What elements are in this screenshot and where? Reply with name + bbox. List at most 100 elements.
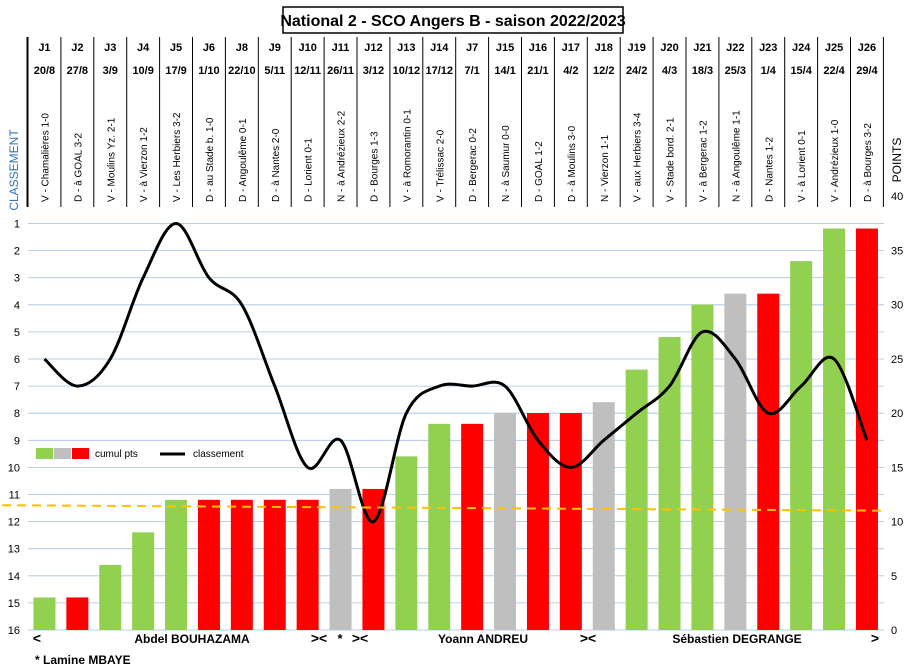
date-label: 4/3 [662,65,677,77]
left-tick-label: 7 [14,381,20,393]
date-label: 14/1 [494,65,515,77]
match-label: N - à Andrézieux 2-2 [337,110,348,202]
match-label: V - Moulins Yz. 2-1 [106,117,117,202]
journee-label: J1 [38,42,50,54]
left-tick-label: 11 [9,490,20,502]
journee-label: J25 [825,42,843,54]
journee-label: J18 [595,42,613,54]
journee-label: J6 [203,42,215,54]
points-bar [263,499,286,630]
journee-label: J13 [397,42,415,54]
journee-label: J4 [137,42,150,54]
journee-label: J14 [430,42,449,54]
legend-swatch-loss [72,448,89,459]
points-bar [790,261,813,630]
coach-3-name: Sébastien DEGRANGE [672,632,801,646]
left-axis-label: CLASSEMENT [7,129,21,211]
points-bar [592,402,615,630]
match-label: N - Vierzon 1-1 [600,134,611,202]
legend-line-label: classement [193,449,244,460]
journee-label: J10 [298,42,316,54]
marker-sep-2: >< [352,630,368,646]
coach-bar: < Abdel BOUHAZAMA >< * >< Yoann ANDREU >… [33,630,879,646]
match-label: D - Lorient 0-1 [304,138,315,202]
match-label: V - à Romorantin 0-1 [402,109,413,202]
date-label: 12/2 [593,65,614,77]
journee-label: J21 [693,42,711,54]
journee-label: J19 [627,42,645,54]
points-bar [559,413,582,630]
points-bar [395,456,418,630]
marker-end: > [871,630,879,646]
journee-label: J11 [332,42,350,54]
points-bars [33,228,878,631]
left-tick-label: 4 [14,300,20,312]
right-tick-label: 0 [891,625,897,637]
points-bar [132,532,155,630]
date-label: 22/10 [228,65,256,77]
left-tick-label: 9 [14,435,20,447]
date-label: 1/4 [761,65,777,77]
interim-marker: * [337,631,343,646]
points-bar [165,499,188,630]
points-bar [757,293,780,630]
journee-label: J12 [364,42,382,54]
gridlines [28,223,884,631]
match-label: D - au Stade b. 1-0 [205,117,216,202]
right-tick-label: 5 [891,571,897,583]
date-label: 3/12 [363,65,384,77]
match-label: D - Nantes 1-2 [764,137,775,202]
match-label: N - à Saumur 0-0 [501,125,512,202]
left-tick-label: 5 [14,327,20,339]
left-tick-label: 1 [14,219,20,231]
points-bar [329,488,352,630]
legend-swatch-win [36,448,53,459]
left-tick-label: 13 [8,544,20,556]
date-label: 15/4 [790,65,812,77]
left-tick-label: 6 [14,354,20,366]
match-label: N - à Angoulême 1-1 [731,110,742,202]
match-label: D - à Moulins 3-0 [567,125,578,202]
coach-1-name: Abdel BOUHAZAMA [134,632,250,646]
match-label: V - à Vierzon 1-2 [139,127,150,202]
left-tick-label: 16 [8,625,20,637]
points-bar [526,413,549,630]
right-tick-label: 10 [891,517,903,529]
match-label: V - Stade bord. 2-1 [666,117,677,202]
left-tick-label: 15 [8,598,20,610]
title-box [282,6,624,34]
points-bar [625,369,648,630]
date-label: 22/4 [823,65,845,77]
match-label: V - Andrézieux 1-0 [830,119,841,202]
journee-label: J22 [726,42,744,54]
match-label: D - GOAL 1-2 [534,141,545,202]
match-label: V - à Lorient 0-1 [797,130,808,202]
date-label: 21/1 [527,65,548,77]
left-tick-label: 2 [14,246,20,258]
journee-label: J17 [562,42,580,54]
marker-sep-3: >< [580,630,596,646]
date-label: 7/1 [465,65,480,77]
points-bar [691,304,714,630]
date-label: 12/11 [294,65,321,77]
journee-label: J15 [496,42,514,54]
date-label: 27/8 [67,65,88,77]
points-bar [823,228,846,631]
journee-label: J16 [529,42,547,54]
date-label: 5/11 [264,65,285,77]
journee-label: J20 [660,42,678,54]
points-bar [494,413,517,630]
header-labels: J1 J2 J3 J4 J5 J6 J8 J9 J10 J11 J12 J13 J14 J7 J15 J16 J… [34,42,879,202]
left-tick-label: 12 [8,517,20,529]
legend: cumul pts classement [36,448,244,460]
right-tick-label: 15 [891,462,903,474]
points-bar [855,228,878,631]
points-bar [461,423,484,630]
journee-label: J3 [104,42,116,54]
match-label: V - Trélissac 2-0 [435,129,446,202]
classement-line [43,222,869,524]
right-tick-label: 20 [891,408,903,420]
coach-2-name: Yoann ANDREU [438,632,528,646]
right-axis-ticks: 0 5 10 15 20 25 30 35 40 [891,191,903,637]
